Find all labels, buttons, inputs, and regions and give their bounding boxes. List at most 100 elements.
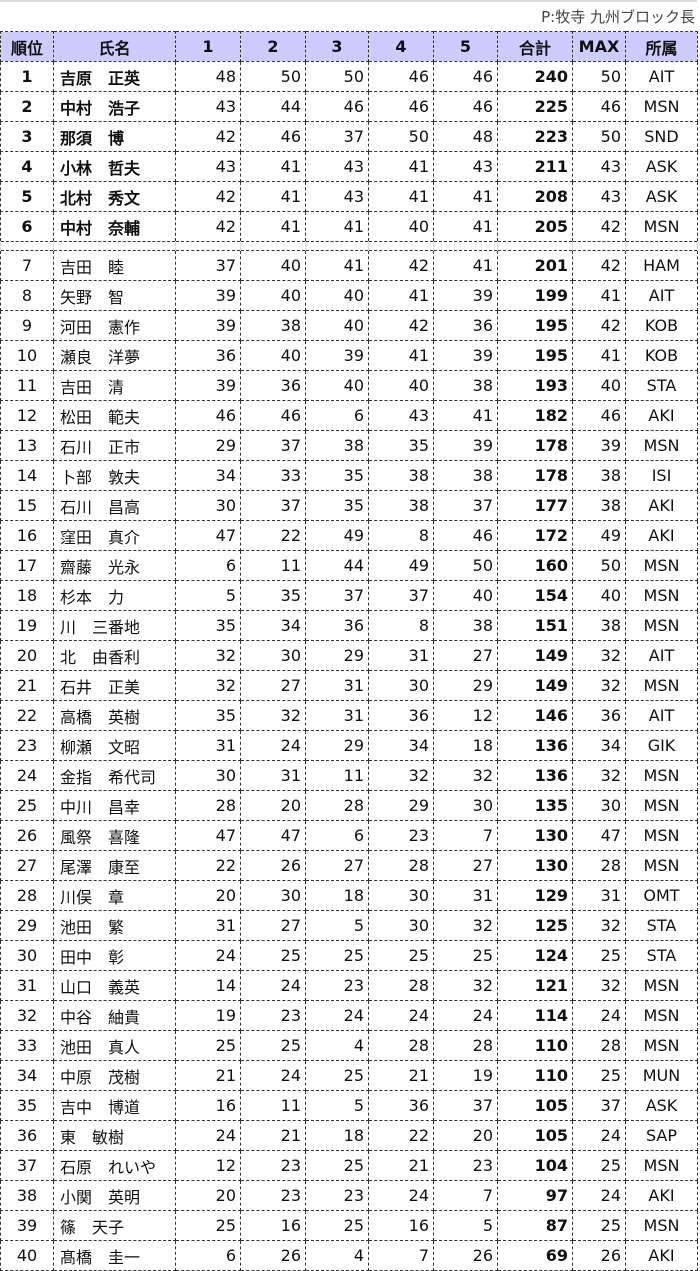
cell-round-1: 28 — [175, 790, 241, 821]
cell-name: 石原 れいや — [53, 1150, 176, 1181]
cell-total: 201 — [497, 250, 573, 281]
cell-round-5: 41 — [433, 400, 498, 431]
header-affiliation: 所属 — [625, 31, 698, 62]
cell-total: 178 — [497, 460, 573, 491]
cell-max: 43 — [572, 181, 626, 212]
cell-round-1: 34 — [175, 460, 241, 491]
cell-round-4: 30 — [368, 880, 434, 911]
table-row: 1 吉原 正英 48 50 50 46 46 240 50 AIT — [0, 61, 698, 92]
cell-round-4: 21 — [368, 1060, 434, 1091]
cell-total: 146 — [497, 700, 573, 731]
cell-rank: 16 — [0, 520, 54, 551]
cell-name: 石川 正市 — [53, 430, 176, 461]
cell-round-3: 40 — [305, 310, 369, 341]
cell-round-1: 42 — [175, 211, 241, 242]
cell-round-2: 40 — [240, 280, 306, 311]
cell-rank: 9 — [0, 310, 54, 341]
table-row: 13 石川 正市 29 37 38 35 39 178 39 MSN — [0, 430, 698, 461]
cell-name: 金指 希代司 — [53, 760, 176, 791]
cell-name: 池田 繁 — [53, 910, 176, 941]
cell-rank: 5 — [0, 181, 54, 212]
cell-round-2: 47 — [240, 820, 306, 851]
cell-round-1: 32 — [175, 670, 241, 701]
cell-max: 50 — [572, 121, 626, 152]
cell-round-5: 40 — [433, 580, 498, 611]
cell-round-2: 24 — [240, 730, 306, 761]
cell-rank: 18 — [0, 580, 54, 611]
cell-name: 吉中 博道 — [53, 1090, 176, 1121]
cell-rank: 8 — [0, 280, 54, 311]
cell-round-4: 41 — [368, 280, 434, 311]
cell-round-3: 44 — [305, 550, 369, 581]
separator-cell — [175, 241, 241, 251]
cell-affiliation: AKI — [625, 520, 698, 551]
cell-rank: 25 — [0, 790, 54, 821]
cell-affiliation: SAP — [625, 1120, 698, 1151]
cell-round-2: 50 — [240, 61, 306, 92]
cell-round-2: 22 — [240, 520, 306, 551]
cell-max: 31 — [572, 880, 626, 911]
cell-round-2: 23 — [240, 1150, 306, 1181]
header-round-4: 4 — [368, 31, 434, 62]
cell-affiliation: MSN — [625, 790, 698, 821]
cell-max: 41 — [572, 340, 626, 371]
cell-round-1: 16 — [175, 1090, 241, 1121]
cell-round-4: 22 — [368, 1120, 434, 1151]
cell-affiliation: AKI — [625, 1180, 698, 1211]
cell-round-4: 24 — [368, 1000, 434, 1031]
cell-round-3: 38 — [305, 430, 369, 461]
table-row: 9 河田 憲作 39 38 40 42 36 195 42 KOB — [0, 310, 698, 341]
cell-name: 齋藤 光永 — [53, 550, 176, 581]
cell-round-2: 40 — [240, 250, 306, 281]
cell-total: 177 — [497, 490, 573, 521]
cell-max: 28 — [572, 1030, 626, 1061]
cell-round-3: 5 — [305, 1090, 369, 1121]
cell-affiliation: MSN — [625, 970, 698, 1001]
cell-total: 105 — [497, 1120, 573, 1151]
cell-round-4: 46 — [368, 61, 434, 92]
cell-rank: 15 — [0, 490, 54, 521]
cell-rank: 39 — [0, 1210, 54, 1241]
cell-round-1: 47 — [175, 820, 241, 851]
cell-round-3: 31 — [305, 700, 369, 731]
cell-affiliation: MSN — [625, 580, 698, 611]
cell-round-5: 28 — [433, 1030, 498, 1061]
cell-round-5: 36 — [433, 310, 498, 341]
cell-max: 40 — [572, 370, 626, 401]
cell-round-5: 27 — [433, 640, 498, 671]
cell-max: 25 — [572, 1060, 626, 1091]
cell-round-3: 18 — [305, 880, 369, 911]
header-rank: 順位 — [0, 31, 54, 62]
cell-total: 223 — [497, 121, 573, 152]
cell-affiliation: GIK — [625, 730, 698, 761]
cell-affiliation: KOB — [625, 340, 698, 371]
cell-round-1: 12 — [175, 1150, 241, 1181]
cell-round-1: 42 — [175, 181, 241, 212]
cell-round-5: 29 — [433, 670, 498, 701]
cell-max: 24 — [572, 1180, 626, 1211]
cell-rank: 40 — [0, 1240, 54, 1271]
separator-cell — [0, 241, 54, 251]
cell-round-1: 39 — [175, 370, 241, 401]
cell-name: 東 敏樹 — [53, 1120, 176, 1151]
cell-round-1: 19 — [175, 1000, 241, 1031]
cell-affiliation: MSN — [625, 610, 698, 641]
cell-affiliation: AKI — [625, 490, 698, 521]
cell-name: 中川 昌幸 — [53, 790, 176, 821]
cell-round-4: 30 — [368, 670, 434, 701]
cell-rank: 6 — [0, 211, 54, 242]
cell-round-3: 31 — [305, 670, 369, 701]
cell-max: 49 — [572, 520, 626, 551]
cell-round-4: 34 — [368, 730, 434, 761]
cell-round-2: 46 — [240, 121, 306, 152]
cell-max: 46 — [572, 400, 626, 431]
table-row: 27 尾澤 康至 22 26 27 28 27 130 28 MSN — [0, 850, 698, 881]
cell-total: 205 — [497, 211, 573, 242]
separator-cell — [240, 241, 306, 251]
cell-max: 25 — [572, 1150, 626, 1181]
cell-name: 小林 哲夫 — [53, 151, 176, 182]
cell-total: 240 — [497, 61, 573, 92]
cell-round-1: 31 — [175, 910, 241, 941]
header-name: 氏名 — [53, 31, 176, 62]
cell-affiliation: KOB — [625, 310, 698, 341]
